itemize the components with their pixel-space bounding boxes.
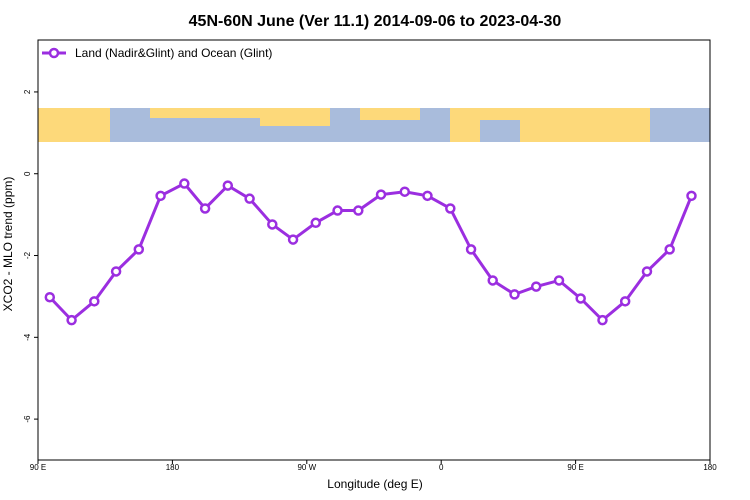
x-tick-label: 90 E [567, 463, 583, 472]
x-tick-label: 90 E [30, 463, 46, 472]
data-point [267, 219, 278, 230]
data-point [44, 291, 56, 303]
data-point [465, 244, 477, 255]
x-tick-label: 0 [439, 463, 444, 472]
legend-label: Land (Nadir&Glint) and Ocean (Glint) [75, 46, 272, 60]
chart-title: 45N-60N June (Ver 11.1) 2014-09-06 to 20… [189, 13, 562, 30]
map-land [38, 108, 110, 142]
data-point [244, 193, 255, 204]
x-tick-label: 180 [703, 463, 717, 472]
data-point [353, 205, 364, 216]
plot-frame [37, 39, 711, 461]
data-point [509, 289, 520, 300]
data-point [686, 190, 697, 202]
y-tick-label: -4 [23, 333, 32, 341]
data-point [287, 234, 299, 245]
y-tick-label: 0 [23, 171, 32, 176]
data-point [375, 189, 387, 200]
data-point [310, 217, 322, 229]
data-point [89, 296, 100, 307]
y-axis-label: XCO2 - MLO trend (ppm) [1, 177, 15, 312]
data-point [445, 203, 456, 214]
y-tick-label: -6 [23, 415, 32, 423]
map-ocean [480, 120, 520, 142]
data-point [487, 275, 498, 286]
x-tick-label: 180 [166, 463, 180, 472]
x-tick-label: 90 W [297, 463, 316, 472]
data-point [597, 314, 608, 326]
data-point [619, 296, 631, 307]
data-point [530, 281, 542, 292]
data-point [664, 244, 675, 255]
legend-marker [48, 47, 60, 59]
x-axis-label: Longitude (deg E) [327, 477, 422, 491]
data-point [575, 293, 586, 304]
data-point [422, 190, 433, 202]
data-point [66, 314, 77, 326]
map-land [260, 108, 330, 126]
y-tick-label: -2 [23, 251, 32, 259]
y-tick-label: 2 [23, 89, 32, 94]
data-point [553, 275, 565, 286]
data-point [133, 244, 145, 255]
series-line [48, 181, 693, 323]
data-point [179, 178, 190, 189]
map-land [360, 108, 420, 120]
data-point [199, 203, 211, 214]
data-point [641, 266, 653, 277]
map-land [150, 108, 260, 118]
data-point [110, 266, 122, 277]
data-point [155, 190, 166, 202]
data-point [222, 180, 234, 191]
data-point [399, 186, 411, 197]
data-point [332, 205, 343, 216]
map-band [38, 108, 710, 142]
